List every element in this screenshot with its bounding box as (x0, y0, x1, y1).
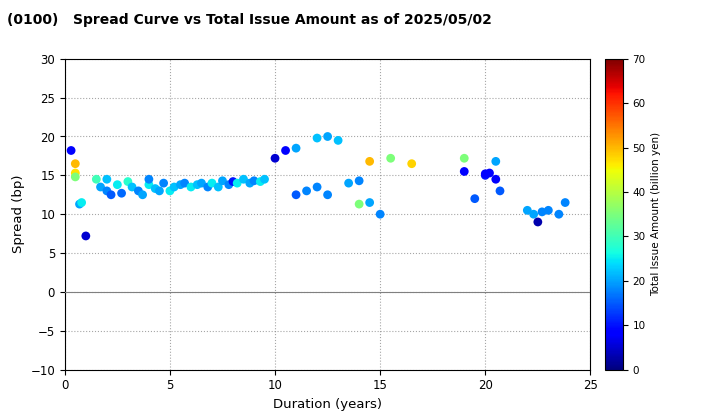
Point (223, 181, 235, 188)
Point (228, 178, 239, 185)
Point (322, 192, 333, 198)
Point (280, 147, 292, 154)
Point (480, 171, 491, 177)
Point (122, 178, 134, 185)
Point (202, 184, 214, 190)
Point (164, 187, 176, 194)
Point (244, 180, 256, 186)
Point (137, 192, 148, 198)
Point (258, 176, 270, 183)
Point (532, 218, 544, 225)
Point (490, 158, 502, 165)
Point (301, 187, 312, 194)
Point (206, 180, 217, 186)
Point (536, 208, 548, 215)
Point (459, 155, 470, 162)
Point (217, 177, 228, 184)
Point (168, 184, 180, 190)
Point (248, 177, 260, 184)
Point (354, 201, 365, 207)
Point (269, 155, 281, 162)
Point (255, 178, 266, 185)
Point (469, 195, 480, 202)
Point (343, 180, 354, 186)
Point (374, 211, 386, 218)
Point (364, 199, 375, 206)
Point (112, 181, 123, 188)
Point (333, 137, 344, 144)
Point (105, 192, 117, 198)
Point (385, 155, 397, 162)
Point (70, 173, 81, 180)
Point (543, 207, 554, 214)
Point (559, 199, 571, 206)
Y-axis label: Spread (bp): Spread (bp) (12, 175, 24, 253)
Point (290, 192, 302, 198)
Point (311, 135, 323, 142)
Point (459, 168, 470, 175)
Point (158, 180, 169, 186)
Point (185, 184, 197, 190)
Point (494, 187, 505, 194)
Point (354, 177, 365, 184)
Point (80, 233, 91, 239)
Point (521, 207, 533, 214)
Point (143, 176, 155, 183)
Point (73, 201, 85, 207)
Point (290, 145, 302, 152)
Point (212, 184, 224, 190)
Point (192, 181, 203, 188)
Point (91, 176, 102, 183)
Point (101, 187, 112, 194)
Point (490, 176, 502, 183)
Point (553, 211, 564, 218)
Point (153, 187, 165, 194)
Point (364, 158, 375, 165)
Point (406, 160, 418, 167)
Point (70, 170, 81, 176)
X-axis label: Duration (years): Duration (years) (273, 398, 382, 411)
Point (238, 176, 249, 183)
Point (528, 211, 539, 218)
Point (179, 180, 190, 186)
Point (70, 160, 81, 167)
Point (322, 133, 333, 140)
Point (150, 185, 161, 192)
Point (231, 180, 243, 186)
Point (143, 181, 155, 188)
Point (76, 199, 87, 206)
Text: (0100)   Spread Curve vs Total Issue Amount as of 2025/05/02: (0100) Spread Curve vs Total Issue Amoun… (7, 13, 492, 26)
Point (66, 147, 77, 154)
Point (116, 190, 127, 197)
Point (480, 172, 491, 179)
Point (311, 184, 323, 190)
Point (484, 170, 495, 176)
Point (95, 184, 107, 190)
Point (126, 184, 138, 190)
Point (101, 176, 112, 183)
Point (196, 180, 207, 186)
Point (132, 187, 144, 194)
Y-axis label: Total Issue Amount (billion yen): Total Issue Amount (billion yen) (651, 132, 661, 296)
Point (175, 181, 186, 188)
